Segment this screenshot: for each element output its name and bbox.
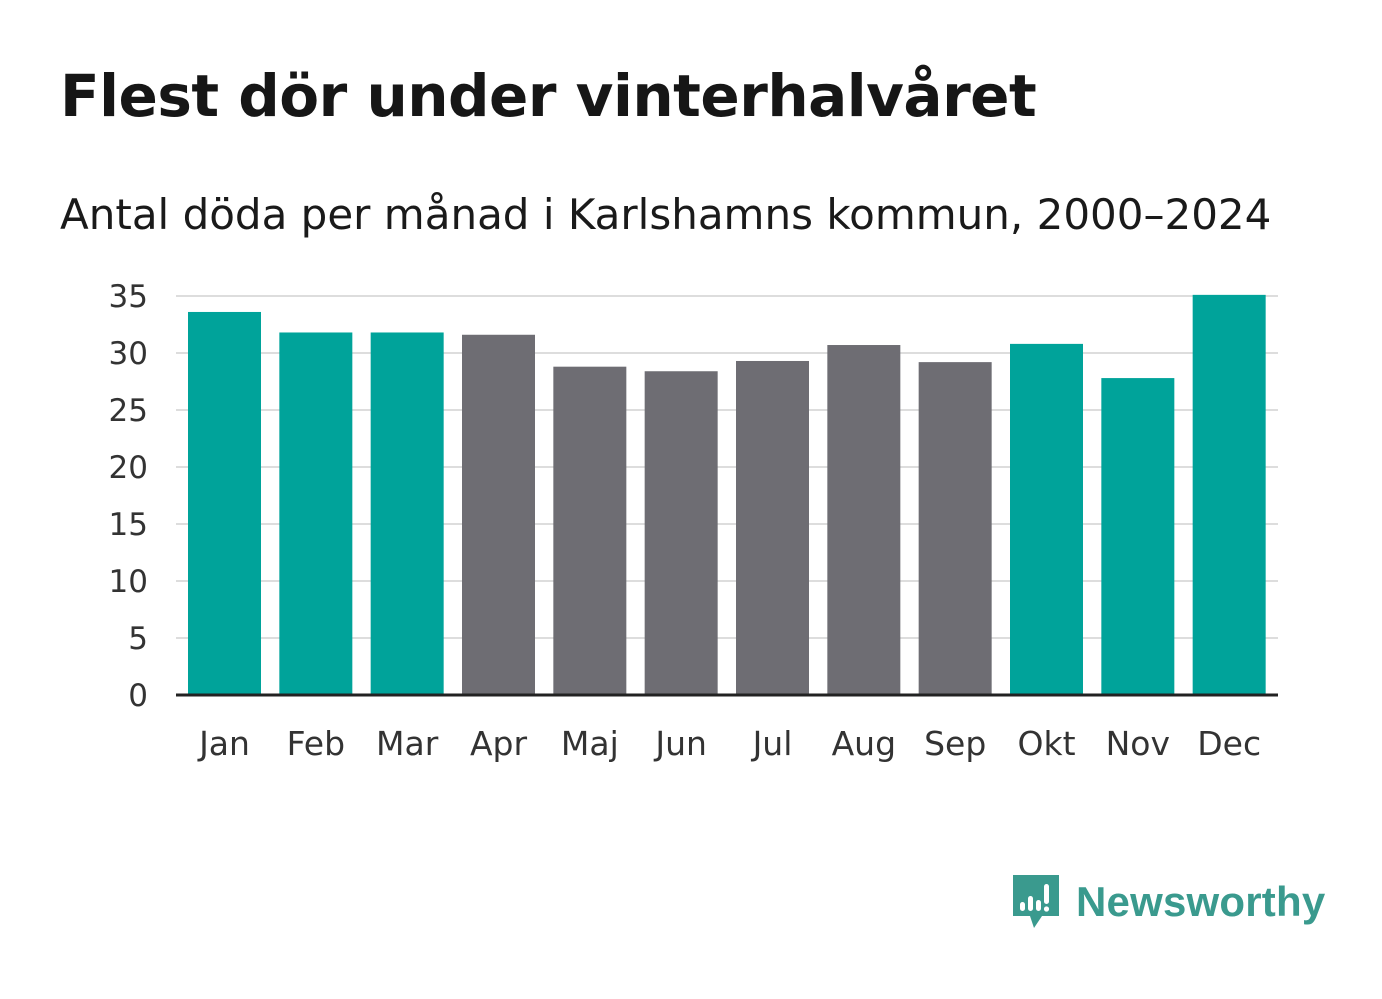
x-tick-label: Apr — [470, 724, 528, 763]
newsworthy-logo-icon — [1013, 875, 1059, 928]
bar-jun — [644, 371, 718, 695]
x-tick-label: Jun — [653, 724, 707, 763]
bar-dec — [1192, 294, 1266, 695]
brand: Newsworthy — [1010, 872, 1325, 932]
x-axis-ticks: Jan Feb Mar Apr Maj Jun Jul Aug Sep Okt Nov Dec — [197, 724, 1261, 763]
y-tick-label: 5 — [128, 621, 148, 657]
x-tick-label: Dec — [1197, 724, 1261, 763]
y-axis-ticks: 0 5 10 15 20 25 30 35 — [109, 279, 148, 714]
y-tick-label: 35 — [109, 279, 148, 315]
bar-sep — [918, 362, 992, 695]
x-tick-label: Okt — [1017, 724, 1075, 763]
x-tick-label: Aug — [832, 724, 896, 763]
x-tick-label: Feb — [287, 724, 345, 763]
bar-aug — [827, 345, 901, 695]
x-tick-label: Jul — [751, 724, 793, 763]
bars — [188, 294, 1266, 695]
y-tick-label: 10 — [109, 564, 148, 600]
chart-title: Flest dör under vinterhalvåret — [60, 62, 1037, 130]
gridlines — [176, 295, 1278, 639]
bar-maj — [553, 366, 627, 695]
bar-mar — [370, 332, 444, 695]
bar-apr — [462, 334, 535, 695]
x-tick-label: Jan — [197, 724, 250, 763]
bar-jul — [736, 360, 809, 695]
y-tick-label: 20 — [109, 450, 148, 486]
y-tick-label: 15 — [109, 507, 148, 543]
x-tick-label: Sep — [924, 724, 986, 763]
bar-okt — [1010, 343, 1083, 695]
brand-name: Newsworthy — [1076, 878, 1326, 925]
y-tick-label: 30 — [109, 336, 148, 372]
x-tick-label: Nov — [1106, 724, 1170, 763]
chart-subtitle: Antal döda per månad i Karlshamns kommun… — [60, 190, 1272, 239]
y-tick-label: 25 — [109, 393, 148, 429]
y-tick-label: 0 — [128, 678, 148, 714]
bar-jan — [188, 311, 261, 695]
x-tick-label: Mar — [376, 724, 439, 763]
x-tick-label: Maj — [561, 724, 619, 763]
bar-nov — [1101, 378, 1175, 695]
bar-feb — [279, 332, 353, 695]
